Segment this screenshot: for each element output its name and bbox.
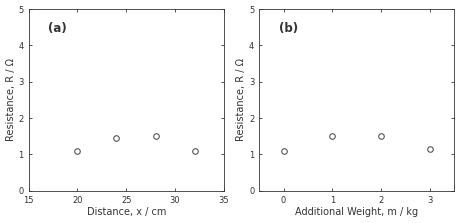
Y-axis label: Resistance, R / Ω: Resistance, R / Ω [6, 58, 16, 141]
Y-axis label: Resistance, R / Ω: Resistance, R / Ω [235, 58, 246, 141]
Text: (b): (b) [278, 22, 297, 35]
X-axis label: Additional Weight, m / kg: Additional Weight, m / kg [295, 207, 417, 217]
X-axis label: Distance, x / cm: Distance, x / cm [86, 207, 166, 217]
Text: (a): (a) [48, 22, 67, 35]
